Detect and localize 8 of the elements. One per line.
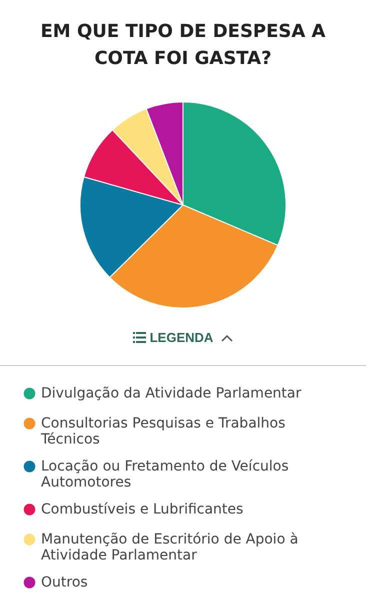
legend-label: Consultorias Pesquisas e Trabalhos Técnicos: [40, 416, 286, 448]
text: LEGENDA: [150, 330, 214, 345]
legend-label: Outros: [41, 574, 88, 590]
chart-title: EM QUE TIPO DE DESPESA A COTA FOI GASTA?: [40, 21, 326, 69]
legend-label: Manutenção de Escritório de Apoio à Atividade Parlamentar: [41, 532, 298, 564]
legend-label: Combustíveis e Lubrificantes: [41, 502, 244, 518]
legend-label: Divulgação da Atividade Parlamentar: [41, 386, 302, 402]
legend-label: Locação ou Fretamento de Veículos Automotores: [41, 458, 289, 490]
